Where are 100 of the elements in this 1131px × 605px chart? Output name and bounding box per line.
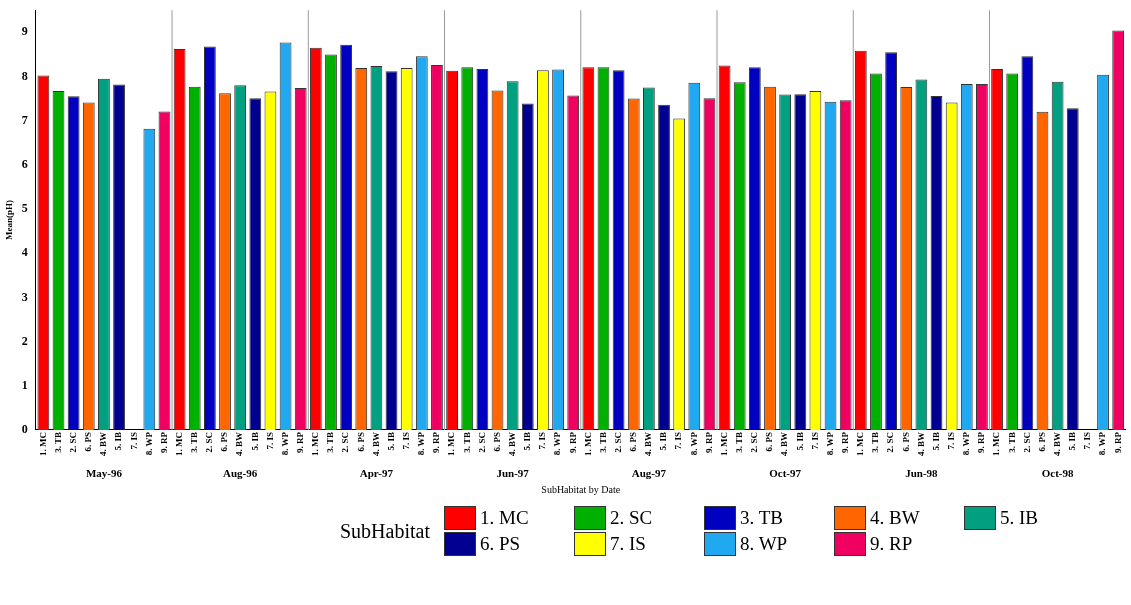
x-tick-label: 3. TB [52, 432, 63, 453]
y-tick-label: 2 [21, 333, 28, 348]
x-tick-label: 5. IB [113, 432, 124, 451]
text: Aug-96 [223, 466, 258, 479]
legend-label: 2. SC [610, 507, 653, 529]
x-tick-label: 6. PS [1036, 432, 1047, 452]
legend-label: 1. MC [480, 507, 529, 529]
y-tick-label: 5 [21, 201, 28, 216]
y-axis-title: Mean(pH) [3, 200, 14, 241]
x-tick-label: 3. TB [1006, 432, 1017, 453]
legend-title: SubHabitat [340, 519, 430, 543]
x-tick-label: 7. IS [264, 432, 275, 450]
x-tick-label: 2. SC [340, 432, 351, 453]
x-tick-label: 1. MC [310, 432, 321, 456]
y-tick-label: 1 [21, 377, 28, 392]
x-tick-label: 7. IS [809, 432, 820, 450]
x-tick-label: 7. IS [1082, 432, 1093, 450]
x-tick-label: 4. BW [506, 432, 517, 457]
y-tick-label: 3 [21, 289, 28, 304]
x-tick-label: 6. PS [628, 432, 639, 452]
x-tick-label: 1. MC [173, 432, 184, 456]
legend-label: 6. PS [480, 533, 521, 555]
x-tick-label: 1. MC [582, 432, 593, 456]
x-tick-label: 4. BW [98, 432, 109, 457]
x-axis-title: SubHabitat by Date [541, 483, 621, 495]
x-tick-label: 9. RP [295, 431, 306, 453]
x-tick-label: 2. SC [612, 432, 623, 453]
x-tick-label: 3. TB [325, 432, 336, 453]
x-tick-label: 7. IS [401, 432, 412, 450]
x-tick-label: 4. BW [234, 432, 245, 457]
x-tick-label: 9. RP [840, 431, 851, 453]
x-tick-label: 3. TB [734, 432, 745, 453]
x-tick-label: 1. MC [37, 432, 48, 456]
legend-label: 7. IS [610, 533, 646, 555]
x-tick-label: 1. MC [718, 432, 729, 456]
x-tick-label: 2. SC [204, 432, 215, 453]
x-tick-label: 5. IB [658, 432, 669, 451]
x-tick-label: 8. WP [961, 431, 972, 456]
y-tick-label: 6 [21, 156, 28, 171]
x-tick-label: 6. PS [83, 432, 94, 452]
legend-label: 9. RP [870, 533, 913, 555]
x-tick-label: 9. RP [703, 431, 714, 453]
x-tick-label: 9. RP [431, 431, 442, 453]
x-tick-label: 7. IS [128, 432, 139, 450]
x-tick-label: 4. BW [1051, 432, 1062, 457]
text: Oct-98 [1041, 466, 1074, 479]
x-tick-label: 8. WP [279, 431, 290, 456]
x-tick-label: 6. PS [764, 432, 775, 452]
x-tick-label: 7. IS [673, 432, 684, 450]
x-tick-label: 3. TB [870, 432, 881, 453]
x-tick-label: 9. RP [1112, 431, 1123, 453]
x-tick-label: 5. IB [385, 432, 396, 451]
x-tick-label: 5. IB [1067, 432, 1078, 451]
x-tick-label: 8. WP [143, 431, 154, 456]
y-tick-label: 8 [21, 68, 28, 83]
x-tick-label: 1. MC [991, 432, 1002, 456]
x-tick-label: 3. TB [461, 432, 472, 453]
x-tick-label: 5. IB [249, 432, 260, 451]
x-tick-label: 5. IB [930, 432, 941, 451]
legend-label: 8. WP [740, 533, 788, 555]
x-tick-label: 9. RP [567, 431, 578, 453]
legend-label: 4. BW [870, 507, 920, 529]
text: May-96 [85, 466, 123, 479]
x-tick-label: 4. BW [370, 432, 381, 457]
x-tick-label: 9. RP [976, 431, 987, 453]
y-tick-label: 4 [21, 245, 28, 260]
x-tick-label: 8. WP [688, 431, 699, 456]
x-tick-label: 8. WP [824, 431, 835, 456]
x-tick-label: 2. SC [749, 432, 760, 453]
x-tick-label: 7. IS [945, 432, 956, 450]
x-tick-label: 9. RP [158, 431, 169, 453]
x-tick-label: 8. WP [1097, 431, 1108, 456]
text: Jun-98 [905, 466, 939, 479]
text: Oct-97 [769, 466, 802, 479]
x-tick-label: 1. MC [855, 432, 866, 456]
y-tick-label: 9 [21, 24, 28, 39]
x-tick-label: 4. BW [915, 432, 926, 457]
y-tick-label: 0 [21, 422, 28, 437]
x-tick-label: 2. SC [476, 432, 487, 453]
x-tick-label: 3. TB [597, 432, 608, 453]
text: Aug-97 [631, 466, 667, 479]
legend-label: 5. IB [1000, 507, 1038, 529]
text: Apr-97 [359, 466, 394, 479]
legend-label: 3. TB [740, 507, 783, 529]
x-tick-label: 6. PS [491, 432, 502, 452]
x-tick-label: 6. PS [900, 432, 911, 452]
x-tick-label: 5. IB [794, 432, 805, 451]
x-tick-label: 8. WP [416, 431, 427, 456]
x-tick-label: 5. IB [522, 432, 533, 451]
x-tick-label: 2. SC [885, 432, 896, 453]
x-tick-label: 2. SC [67, 432, 78, 453]
x-tick-label: 4. BW [643, 432, 654, 457]
x-tick-label: 3. TB [189, 432, 200, 453]
x-tick-label: 6. PS [355, 432, 366, 452]
x-tick-label: 8. WP [552, 431, 563, 456]
text: Jun-97 [496, 466, 530, 479]
x-tick-label: 1. MC [446, 432, 457, 456]
x-tick-label: 2. SC [1021, 432, 1032, 453]
x-tick-label: 4. BW [779, 432, 790, 457]
x-tick-label: 6. PS [219, 432, 230, 452]
